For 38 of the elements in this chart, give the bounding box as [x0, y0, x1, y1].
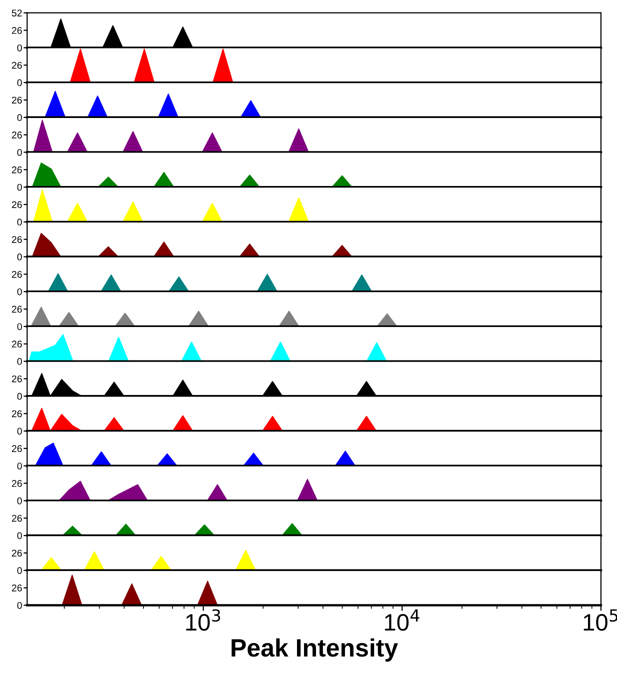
y-tick-label: 0: [17, 392, 22, 400]
y-tick-label: 0: [17, 602, 22, 609]
y-tick-label: 0: [17, 497, 22, 504]
y-tick-label: 0: [17, 462, 22, 470]
y-tick-label: 0: [17, 79, 22, 86]
y-tick-label: 0: [17, 218, 22, 226]
y-tick-label: 0: [17, 323, 22, 330]
y-tick-label: 26: [12, 340, 22, 348]
y-tick-label: 26: [12, 62, 22, 69]
x-axis-title: Peak Intensity: [232, 638, 398, 662]
y-tick-label: 0: [17, 288, 22, 296]
y-tick-label: 26: [12, 480, 22, 487]
y-tick-label: 26: [12, 166, 22, 174]
y-tick-label: 52: [12, 10, 22, 16]
y-tick-label: 26: [12, 132, 22, 138]
y-tick-label: 26: [12, 375, 22, 382]
y-tick-label: 26: [12, 201, 22, 208]
y-tick-label: 0: [17, 428, 22, 435]
y-tick-label: 26: [12, 584, 22, 592]
y-tick-label: 0: [17, 567, 22, 574]
y-tick-label: 0: [17, 114, 22, 122]
y-tick-label: 26: [12, 306, 22, 313]
y-tick-label: 0: [17, 358, 22, 365]
y-tick-label: 26: [12, 445, 22, 452]
y-tick-label: 0: [17, 254, 22, 260]
x-tick-label: 10$^{3}$: [186, 609, 220, 631]
y-tick-label: 26: [12, 27, 22, 34]
y-tick-label: 0: [17, 184, 22, 191]
y-tick-label: 26: [12, 550, 22, 557]
x-tick-label: 10$^{4}$: [385, 609, 420, 631]
y-tick-label: 26: [12, 96, 22, 104]
y-tick-label: 0: [17, 532, 22, 540]
y-tick-label: 26: [12, 410, 22, 418]
y-tick-label: 0: [17, 148, 22, 156]
y-tick-label: 26: [12, 236, 22, 243]
y-tick-label: 26: [12, 514, 22, 522]
y-tick-label: 26: [12, 270, 22, 278]
y-tick-label: 0: [17, 44, 22, 52]
